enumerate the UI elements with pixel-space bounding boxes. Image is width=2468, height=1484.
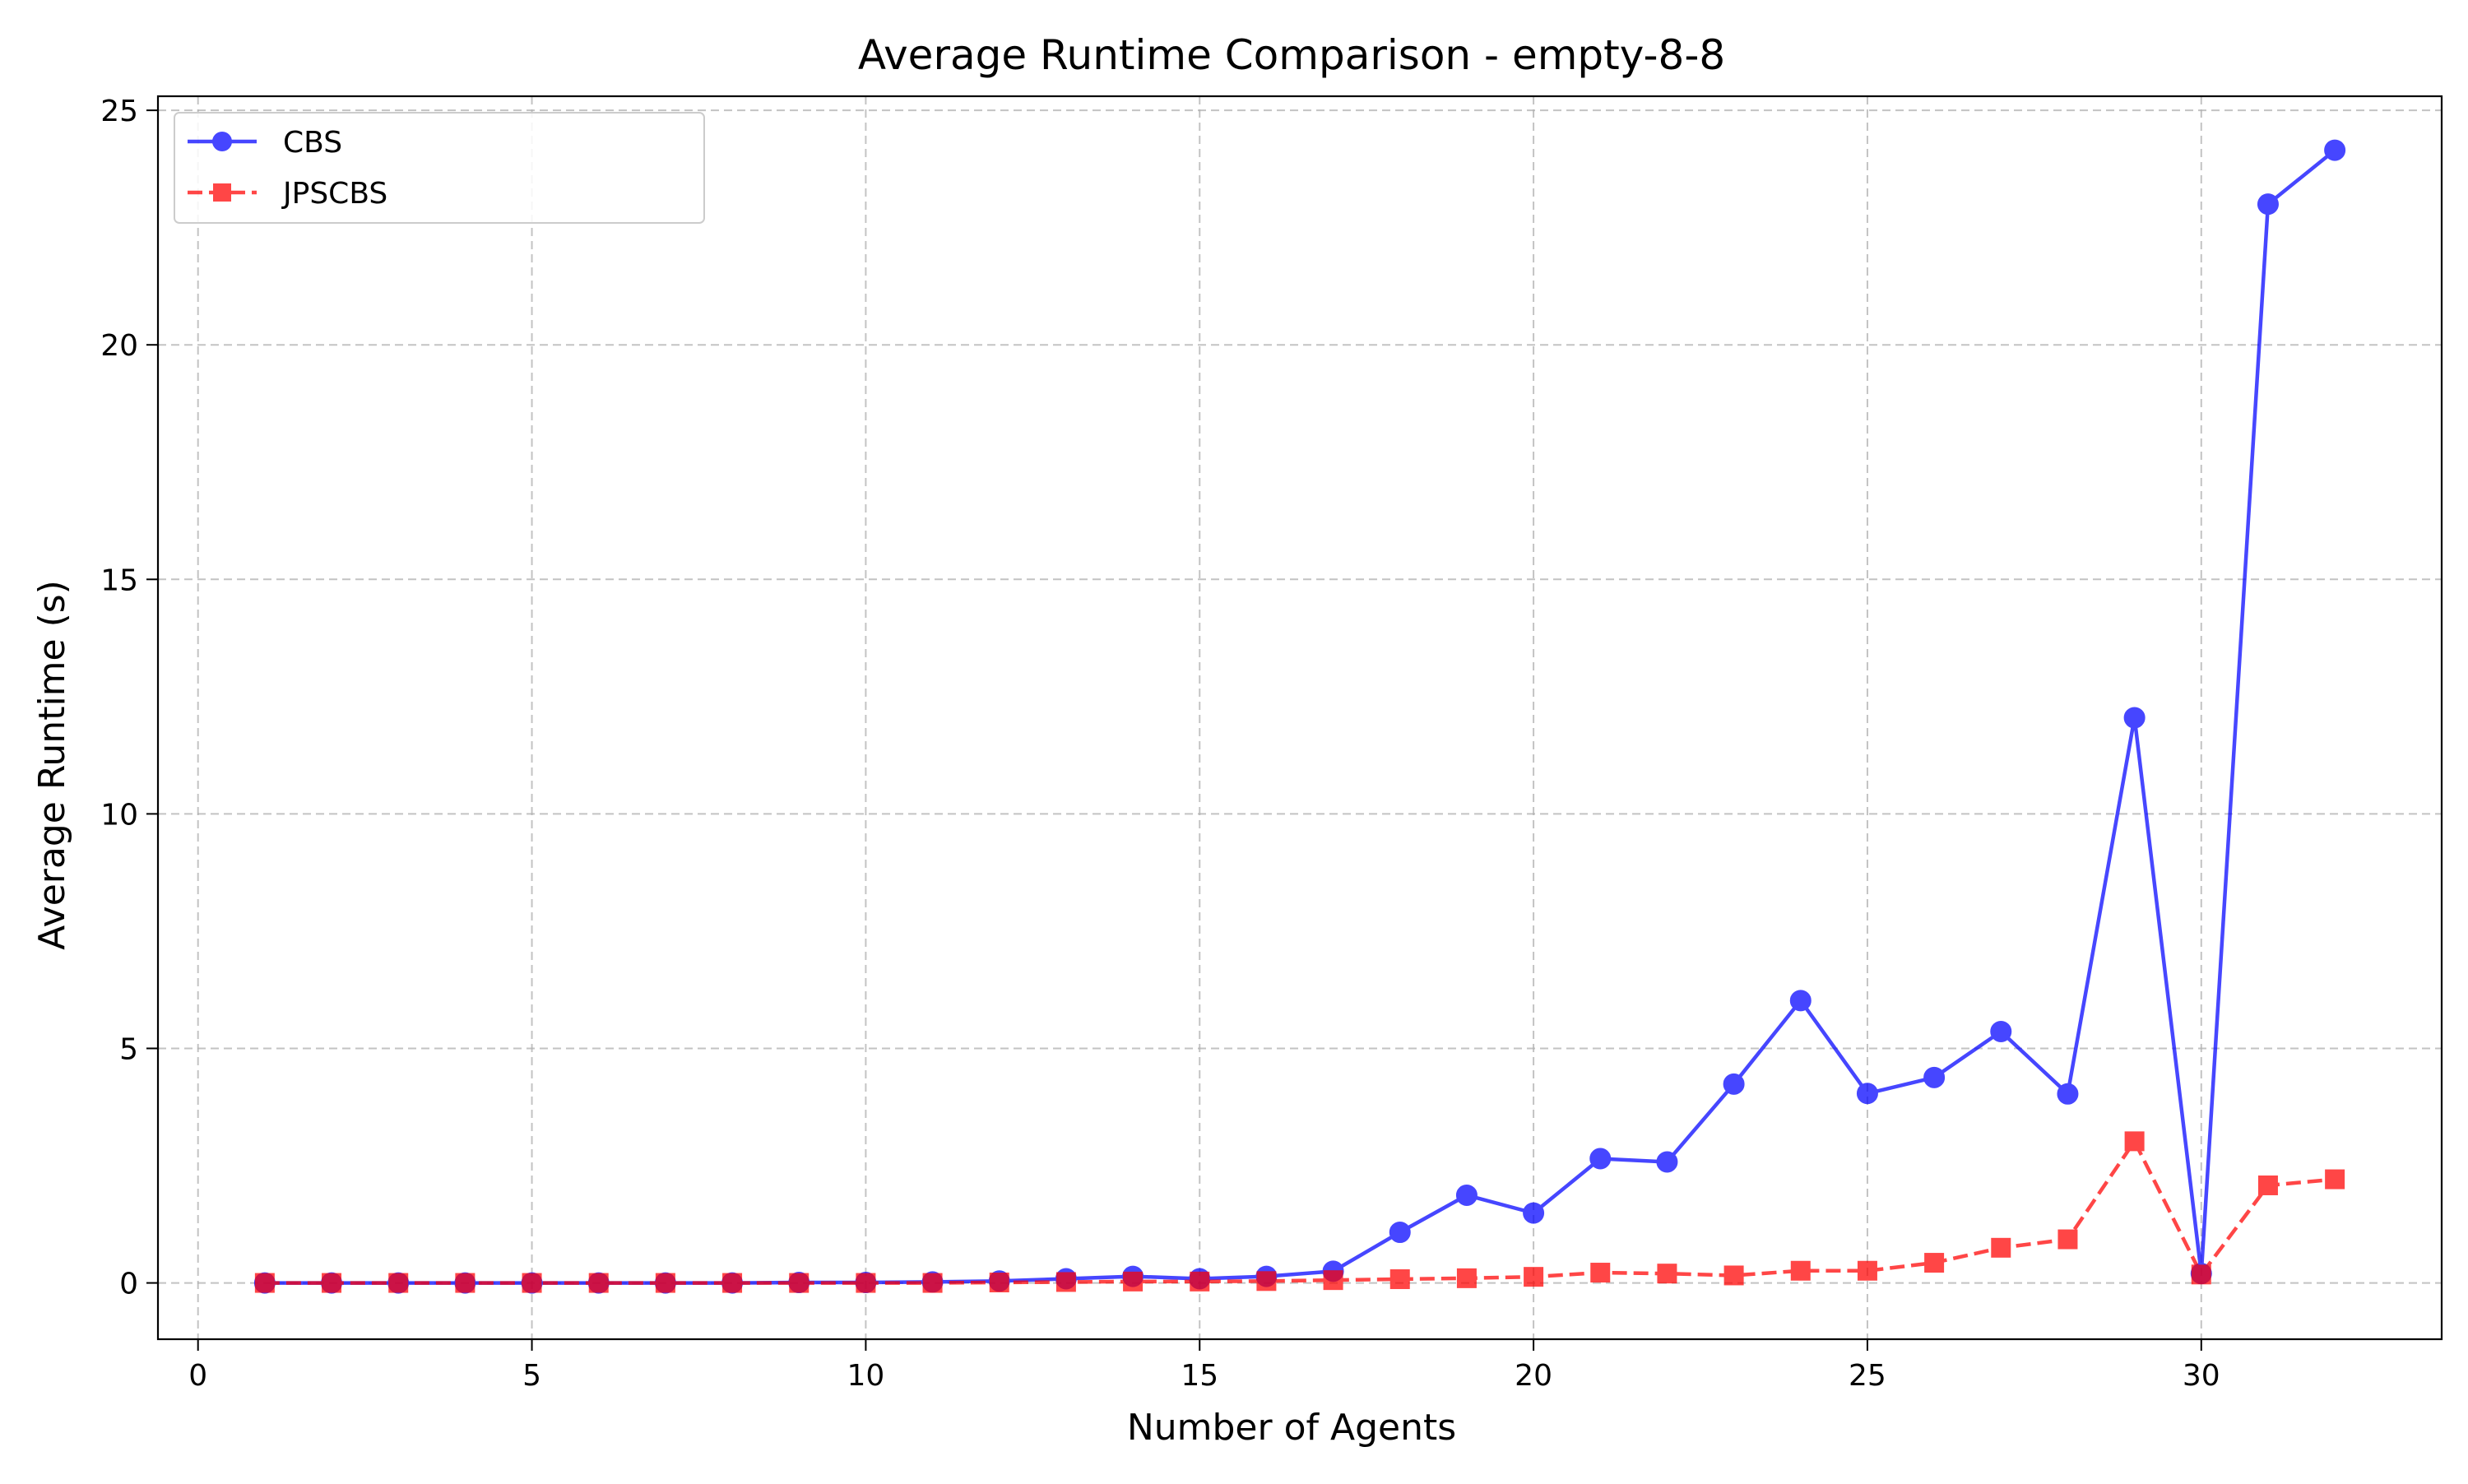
- y-tick-label: 5: [119, 1032, 138, 1066]
- data-point-jpscbs: [922, 1273, 943, 1293]
- legend-swatch-cbs: [188, 132, 257, 151]
- x-tick-label: 15: [1181, 1359, 1218, 1393]
- data-point-cbs: [1789, 990, 1812, 1012]
- data-point-jpscbs: [588, 1273, 609, 1293]
- data-point-jpscbs: [1456, 1268, 1477, 1288]
- data-point-jpscbs: [1123, 1271, 1144, 1292]
- y-tick-label: 10: [100, 798, 138, 832]
- legend: CBS JPSCBS: [174, 112, 705, 224]
- axis-ticks: 0 5 10 15 20 25 30 0 5 10 15 20 25: [100, 95, 2220, 1393]
- data-point-jpscbs: [388, 1273, 409, 1293]
- y-tick-label: 0: [119, 1268, 138, 1301]
- data-point-jpscbs: [1389, 1269, 1410, 1290]
- data-point-jpscbs: [1723, 1265, 1744, 1286]
- data-point-jpscbs: [789, 1273, 810, 1293]
- data-point-cbs: [1589, 1148, 1612, 1170]
- data-point-cbs: [1856, 1083, 1878, 1105]
- chart-title: Average Runtime Comparison - empty-8-8: [858, 31, 1725, 79]
- data-point-jpscbs: [2057, 1229, 2078, 1250]
- x-axis-label: Number of Agents: [1127, 1407, 1456, 1449]
- data-point-jpscbs: [1790, 1260, 1811, 1281]
- data-point-jpscbs: [1924, 1253, 1945, 1273]
- series-jpscbs: [254, 1131, 2345, 1293]
- legend-swatch-jpscbs: [188, 183, 257, 202]
- data-point-jpscbs: [722, 1273, 743, 1293]
- data-point-cbs: [1656, 1151, 1678, 1173]
- data-point-cbs: [1923, 1066, 1946, 1088]
- x-tick-label: 20: [1515, 1359, 1552, 1393]
- y-tick-label: 20: [100, 329, 138, 363]
- data-point-cbs: [1990, 1020, 2012, 1042]
- y-tick-label: 15: [100, 563, 138, 597]
- y-tick-label: 25: [100, 95, 138, 128]
- data-point-jpscbs: [2257, 1175, 2278, 1195]
- data-point-jpscbs: [2325, 1169, 2345, 1190]
- legend-label-jpscbs: JPSCBS: [281, 177, 387, 211]
- grid: [158, 96, 2442, 1339]
- x-tick-label: 10: [847, 1359, 884, 1393]
- data-point-jpscbs: [1323, 1270, 1343, 1291]
- x-tick-label: 30: [2183, 1359, 2220, 1393]
- data-point-jpscbs: [655, 1273, 675, 1293]
- plot-frame: [156, 95, 2443, 1341]
- data-point-cbs: [2257, 193, 2279, 216]
- x-tick-label: 0: [188, 1359, 207, 1393]
- data-point-cbs: [2123, 707, 2146, 729]
- legend-box: [174, 112, 705, 224]
- data-point-jpscbs: [1991, 1237, 2011, 1258]
- data-point-cbs: [2057, 1083, 2079, 1105]
- data-point-cbs: [2324, 139, 2346, 161]
- data-point-jpscbs: [1190, 1271, 1210, 1292]
- y-axis-label: Average Runtime (s): [31, 580, 73, 950]
- data-point-jpscbs: [1857, 1260, 1877, 1281]
- legend-marker-cbs: [212, 132, 232, 151]
- data-point-jpscbs: [989, 1273, 1009, 1293]
- data-point-cbs: [1455, 1184, 1478, 1206]
- x-tick-label: 5: [522, 1359, 541, 1393]
- data-point-jpscbs: [254, 1273, 275, 1293]
- data-point-jpscbs: [1524, 1267, 1544, 1287]
- data-point-jpscbs: [1590, 1263, 1611, 1283]
- legend-item-cbs: CBS: [188, 126, 342, 160]
- data-point-jpscbs: [1657, 1264, 1677, 1284]
- series-layer: [253, 139, 2346, 1294]
- data-point-cbs: [1389, 1221, 1411, 1243]
- data-point-jpscbs: [322, 1273, 342, 1293]
- data-point-jpscbs: [856, 1273, 876, 1293]
- legend-marker-jpscbs: [213, 183, 231, 202]
- data-point-cbs: [1723, 1073, 1745, 1095]
- series-line-jpscbs: [264, 1139, 2336, 1285]
- data-point-jpscbs: [1055, 1272, 1076, 1292]
- legend-label-cbs: CBS: [283, 126, 342, 160]
- data-point-jpscbs: [522, 1273, 542, 1293]
- legend-item-jpscbs: JPSCBS: [188, 177, 387, 211]
- x-tick-label: 25: [1849, 1359, 1886, 1393]
- data-point-jpscbs: [2191, 1264, 2211, 1285]
- data-point-jpscbs: [455, 1273, 476, 1293]
- data-point-jpscbs: [2124, 1131, 2145, 1152]
- data-point-cbs: [1523, 1202, 1545, 1224]
- data-point-jpscbs: [1256, 1271, 1277, 1292]
